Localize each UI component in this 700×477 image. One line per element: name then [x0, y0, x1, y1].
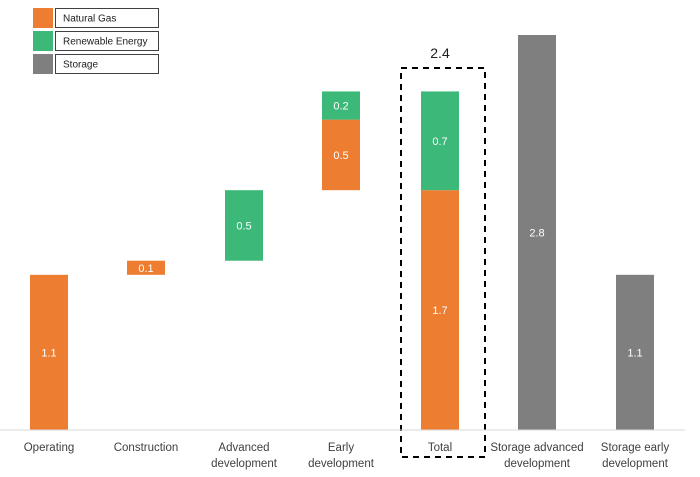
data-label-storage-advanced-development-storage: 2.8	[529, 228, 544, 240]
bar-storage-advanced-development-storage	[518, 35, 556, 430]
x-tick-label-total: Total	[428, 442, 452, 454]
legend: Natural Gas Renewable Energy Storage	[33, 8, 159, 74]
data-label-early-development-natural-gas: 0.5	[333, 150, 348, 162]
bar-storage-early-development-storage	[616, 274, 654, 430]
data-label-total-renewable-energy: 0.7	[432, 136, 447, 148]
legend-swatch-storage	[33, 54, 53, 74]
bars: 1.1 0.1 0.5 0.5 0.2 1.7 0.7 2.8 1.1	[30, 35, 654, 430]
bar-total-natural-gas	[421, 190, 459, 430]
data-label-storage-early-development-storage: 1.1	[627, 347, 642, 359]
legend-label-natural-gas: Natural Gas	[63, 14, 116, 25]
x-tick-label-advanced-development: Advanced development	[211, 442, 278, 470]
total-dashed-box	[400, 67, 486, 458]
legend-box-natural-gas	[55, 8, 159, 28]
data-label-operating-natural-gas: 1.1	[41, 347, 56, 359]
data-label-advanced-development-renewable-energy: 0.5	[236, 220, 251, 232]
legend-box-renewable-energy	[55, 31, 159, 51]
x-axis-labels: Operating Construction Advanced development…	[24, 442, 670, 470]
bar-total-renewable-energy	[421, 91, 459, 191]
legend-swatch-renewable-energy	[33, 31, 53, 51]
data-label-construction-natural-gas: 0.1	[138, 263, 153, 275]
x-tick-label-construction: Construction	[114, 442, 179, 454]
bar-early-development-renewable-energy	[322, 91, 360, 120]
legend-label-storage: Storage	[63, 60, 98, 71]
x-tick-label-early-development: Early development	[308, 442, 375, 470]
total-value-label: 2.4	[430, 45, 450, 61]
annotations: 2.4	[400, 45, 486, 458]
x-tick-label-operating: Operating	[24, 442, 75, 454]
x-tick-label-storage-early-development: Storage early development	[601, 442, 670, 470]
legend-swatch-natural-gas	[33, 8, 53, 28]
legend-label-renewable-energy: Renewable Energy	[63, 37, 148, 48]
data-label-total-natural-gas: 1.7	[432, 305, 447, 317]
bar-early-development-natural-gas	[322, 119, 360, 191]
data-label-early-development-renewable-energy: 0.2	[333, 101, 348, 113]
bar-operating-natural-gas	[30, 274, 68, 430]
x-tick-label-storage-advanced-development: Storage advanced development	[490, 442, 583, 470]
legend-box-storage	[55, 54, 159, 74]
bar-construction-natural-gas	[127, 260, 165, 275]
bar-advanced-development-renewable-energy	[225, 190, 263, 261]
